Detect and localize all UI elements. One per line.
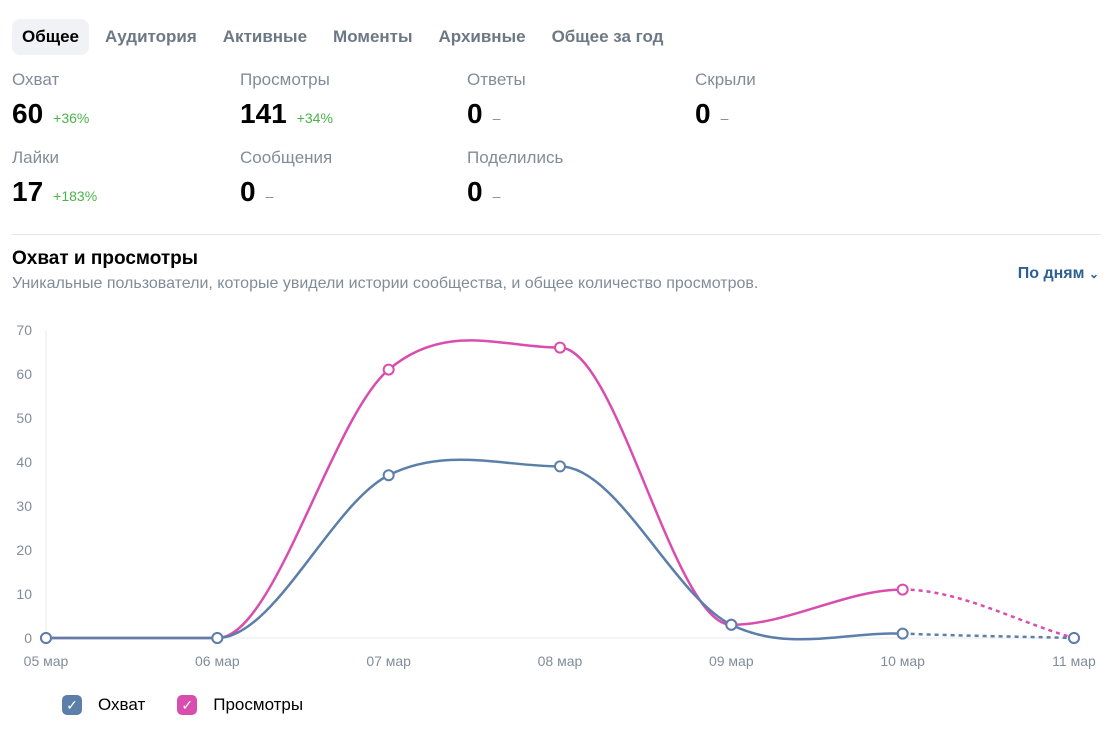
- x-tick-label: 05 мар: [24, 653, 69, 669]
- series-line: [45, 339, 903, 640]
- period-dropdown[interactable]: По дням ⌄: [1018, 265, 1099, 283]
- tab-4[interactable]: Архивные: [438, 27, 526, 46]
- stat-3: Скрыли 0–: [695, 70, 915, 130]
- x-tick-label: 07 мар: [366, 653, 411, 669]
- y-tick-label: 50: [16, 410, 32, 426]
- legend-label: Просмотры: [213, 695, 304, 714]
- stat-value: 0: [240, 176, 256, 207]
- stat-value: 17: [12, 176, 44, 207]
- x-tick-label: 08 мар: [538, 653, 583, 669]
- legend-label: Охват: [98, 695, 146, 714]
- data-point: [896, 583, 909, 596]
- stat-value: 0: [467, 98, 483, 129]
- y-tick-label: 20: [16, 542, 32, 558]
- stat-label: Просмотры: [240, 70, 330, 89]
- series-line: [45, 458, 903, 641]
- series-line-forecast: [902, 588, 1075, 640]
- checkbox-icon[interactable]: ✓: [62, 695, 82, 715]
- tab-bar: Общее Аудитория Активные Моменты Архивные Общ…: [12, 19, 673, 55]
- data-point: [896, 627, 909, 640]
- data-point: [382, 363, 395, 376]
- tab-3[interactable]: Моменты: [333, 27, 413, 46]
- stat-0: Охват 60 +36%: [12, 70, 232, 130]
- stat-change: –: [720, 110, 729, 126]
- x-tick-label: 11 мар: [1052, 653, 1096, 669]
- tab-0[interactable]: Общее: [12, 19, 89, 55]
- data-point: [553, 341, 566, 354]
- period-label: По дням: [1017, 265, 1085, 282]
- tab-5[interactable]: Общее за год: [551, 27, 664, 46]
- data-point: [211, 632, 224, 644]
- stat-value: 0: [467, 176, 483, 207]
- x-tick-label: 09 мар: [709, 653, 754, 669]
- tab-1[interactable]: Аудитория: [104, 27, 197, 46]
- legend-item-0[interactable]: ✓ Охват: [62, 695, 145, 715]
- y-tick-label: 0: [24, 630, 32, 646]
- stat-value: 141: [240, 98, 287, 129]
- stat-change: +183%: [53, 188, 98, 204]
- y-tick-label: 70: [16, 322, 32, 338]
- y-tick-label: 40: [16, 454, 32, 470]
- y-tick-label: 10: [16, 586, 32, 602]
- chevron-down-icon: ⌄: [1088, 267, 1099, 281]
- data-point: [553, 460, 566, 473]
- tab-2[interactable]: Активные: [222, 27, 308, 46]
- stat-change: +34%: [296, 110, 333, 126]
- stat-5: Сообщения 0–: [240, 148, 460, 208]
- series-line-forecast: [902, 632, 1075, 640]
- stat-1: Просмотры 141 +34%: [240, 70, 460, 130]
- section-title: Охват и просмотры: [12, 248, 198, 269]
- stat-2: Ответы 0–: [467, 70, 687, 130]
- stat-label: Скрыли: [695, 70, 756, 89]
- data-point: [1067, 632, 1080, 644]
- data-point: [725, 618, 738, 631]
- stat-label: Сообщения: [240, 148, 333, 167]
- stat-label: Охват: [12, 70, 60, 89]
- stat-value: 60: [12, 98, 44, 129]
- stat-label: Ответы: [467, 70, 526, 89]
- y-tick-label: 60: [16, 366, 32, 382]
- divider: [12, 234, 1101, 235]
- x-tick-label: 10 мар: [880, 653, 925, 669]
- stat-label: Лайки: [12, 148, 60, 167]
- legend: ✓ Охват ✓ Просмотры: [62, 695, 303, 715]
- stat-4: Лайки 17 +183%: [12, 148, 232, 208]
- section-subtitle: Уникальные пользователи, которые увидели…: [12, 275, 759, 292]
- stat-change: –: [492, 188, 501, 204]
- stat-change: +36%: [53, 110, 90, 126]
- stat-6: Поделились 0–: [467, 148, 687, 208]
- stat-change: –: [492, 110, 501, 126]
- data-point: [382, 469, 395, 482]
- x-tick-label: 06 мар: [195, 653, 240, 669]
- stat-change: –: [265, 188, 274, 204]
- stat-value: 0: [695, 98, 711, 129]
- y-tick-label: 30: [16, 498, 32, 514]
- legend-item-1[interactable]: ✓ Просмотры: [177, 695, 303, 715]
- data-point: [40, 632, 52, 644]
- stat-label: Поделились: [467, 148, 564, 167]
- checkbox-icon[interactable]: ✓: [177, 695, 198, 715]
